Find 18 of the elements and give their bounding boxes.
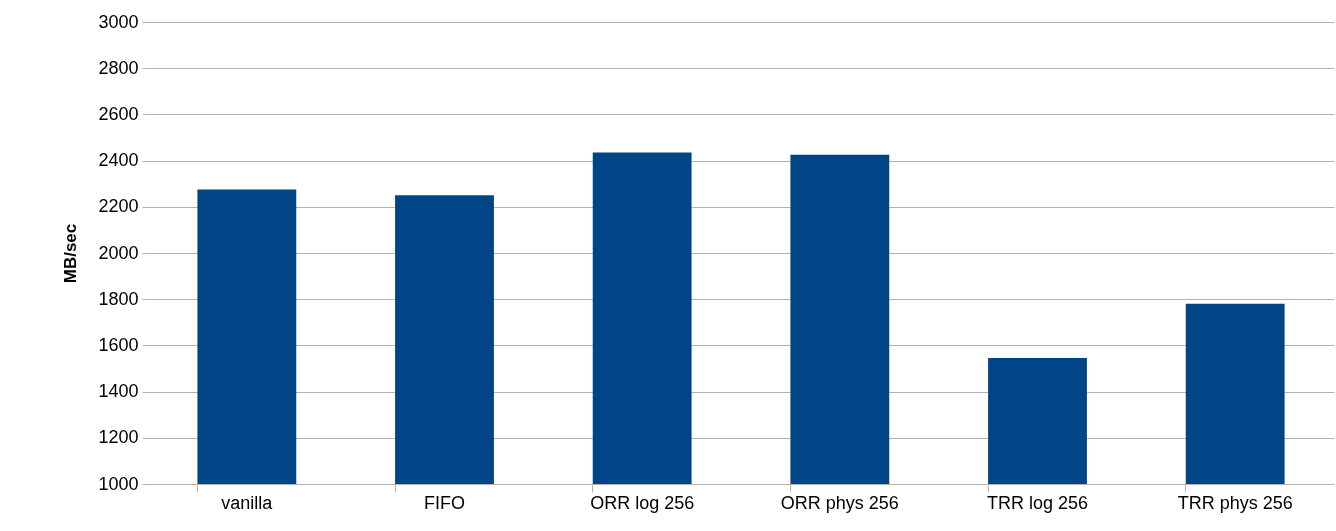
y-tick-label: 1400: [98, 381, 139, 402]
x-tick-label: ORR phys 256: [780, 492, 899, 513]
y-tick-label: 2200: [98, 196, 139, 217]
y-tick-label: 2800: [98, 57, 139, 78]
y-tick-label: 3000: [98, 11, 139, 32]
x-tick-label: ORR log 256: [590, 492, 695, 513]
y-tick-label: 1000: [98, 473, 139, 494]
y-axis-title: MB/sec: [61, 223, 81, 284]
y-tick-label: 2600: [98, 103, 139, 124]
y-tick-label: 1800: [98, 288, 139, 309]
x-tick-label: TRR log 256: [986, 492, 1089, 513]
y-tick-label: 2000: [98, 242, 139, 263]
y-tick-label: 1600: [98, 334, 139, 355]
x-tick-label: vanilla: [221, 492, 274, 513]
x-tick-label: TRR phys 256: [1177, 492, 1293, 513]
y-tick-label: 1200: [98, 427, 139, 448]
y-tick-label: 2400: [98, 150, 139, 171]
x-tick-label: FIFO: [424, 492, 465, 513]
